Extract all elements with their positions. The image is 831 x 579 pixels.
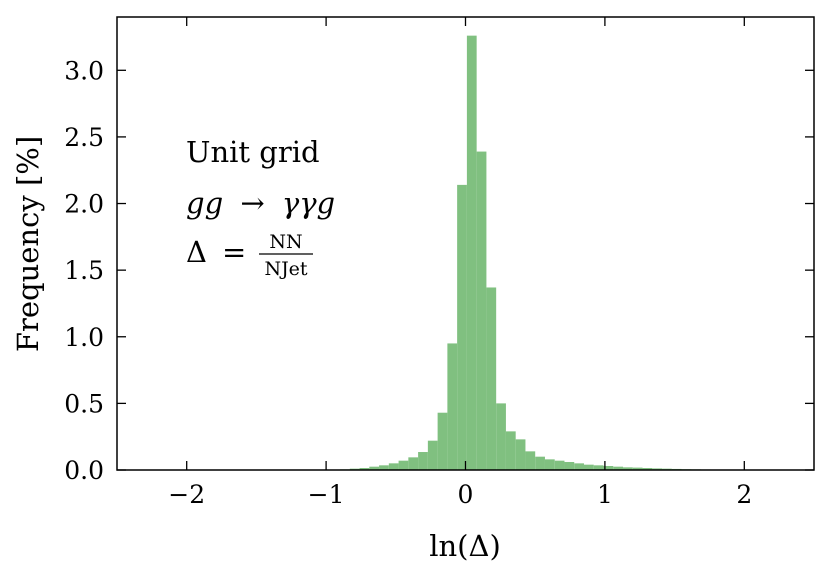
y-tick-label: 1.5 (64, 256, 104, 285)
histogram-bar (632, 467, 643, 470)
histogram-bar (613, 466, 624, 470)
histogram-bar (564, 462, 575, 470)
histogram-bar (544, 459, 555, 470)
histogram-bar (515, 439, 526, 470)
y-tick-label: 2.5 (64, 123, 104, 152)
fraction-denominator: NJet (264, 258, 307, 280)
y-tick-label: 0.0 (64, 456, 104, 485)
histogram-bar (593, 465, 604, 470)
histogram-bar (525, 451, 536, 470)
histogram-bar (408, 457, 419, 470)
histogram-bar (418, 452, 428, 470)
y-axis-label: Frequency [%] (11, 136, 45, 352)
histogram-bar (398, 460, 409, 470)
histogram-bar (437, 412, 448, 470)
y-tick-labels: 0.0 0.5 1.0 1.5 2.0 2.5 3.0 (64, 56, 104, 485)
y-tick-label: 2.0 (64, 190, 104, 219)
histogram-bar (359, 468, 370, 470)
y-tick-label: 0.5 (64, 389, 104, 418)
histogram-bar (623, 467, 633, 470)
histogram-bar (535, 456, 545, 470)
histogram-bar (379, 465, 389, 470)
fraction-numerator: NN (269, 231, 302, 253)
plot-frame (116, 16, 815, 471)
histogram-bar (642, 468, 653, 470)
histogram-bar (369, 466, 380, 470)
x-tick-labels: −2 −1 0 1 2 (168, 480, 752, 509)
x-axis-label: ln(Δ) (429, 529, 501, 563)
histogram-bar (427, 440, 438, 470)
annotation-grid-label: Unit grid (186, 135, 320, 169)
y-tick-label: 1.0 (64, 323, 104, 352)
x-tick-label: −2 (168, 480, 205, 509)
x-tick-label: −1 (308, 480, 345, 509)
x-tick-label: 1 (597, 480, 613, 509)
histogram-bar (505, 431, 516, 470)
histogram-bar (457, 184, 467, 470)
histogram-bar (574, 463, 584, 470)
histogram-bar (554, 460, 565, 470)
annotation-delta: Δ (186, 235, 207, 269)
process-initial-state: gg (186, 186, 223, 220)
annotation-equals: = (222, 235, 246, 269)
annotation-process: gg → γγg (186, 186, 335, 220)
process-final-state: γγg (282, 186, 335, 220)
x-tick-label: 2 (736, 480, 752, 509)
histogram-bar (603, 466, 614, 470)
y-tick-label: 3.0 (64, 56, 104, 85)
histogram-bar (466, 35, 477, 470)
histogram-bar (652, 468, 663, 470)
histogram-bar (496, 403, 506, 470)
histogram-bar (583, 464, 594, 470)
histogram-bar (388, 463, 399, 470)
x-tick-label: 0 (458, 480, 474, 509)
histogram-bar (486, 287, 497, 470)
annotation-block: Unit grid gg → γγg Δ = NN NJet (186, 135, 335, 280)
process-arrow: → (240, 186, 264, 220)
histogram-bars (340, 35, 711, 471)
histogram-bar (447, 343, 458, 470)
histogram-bar (476, 151, 487, 471)
